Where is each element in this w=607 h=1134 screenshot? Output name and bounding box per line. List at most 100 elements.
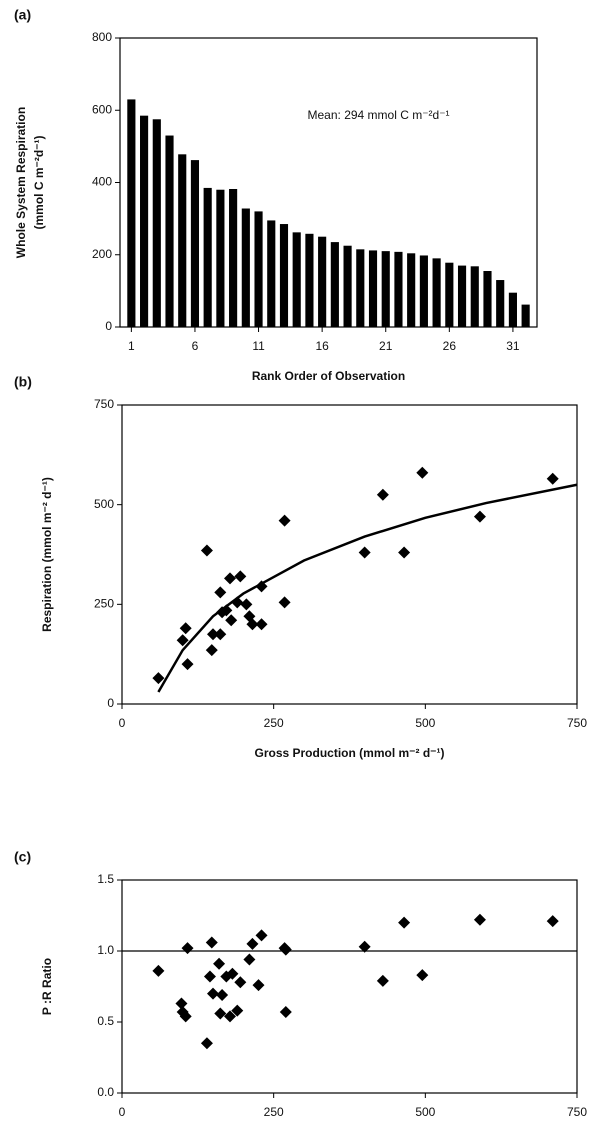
data-point (376, 488, 389, 501)
data-point (398, 916, 411, 929)
data-point (203, 970, 216, 983)
data-point (214, 1007, 227, 1020)
bar (152, 119, 161, 327)
y-tick-label: 0 (107, 696, 114, 710)
bar (343, 245, 352, 327)
x-tick-label: 750 (567, 716, 587, 730)
y-tick-label: 0.0 (97, 1085, 114, 1099)
x-tick-label: 500 (415, 716, 435, 730)
data-point (176, 634, 189, 647)
y-tick-label: 250 (94, 597, 114, 611)
data-point (546, 472, 559, 485)
data-point (279, 943, 292, 956)
data-point (234, 976, 247, 989)
data-point (376, 974, 389, 987)
x-tick-label: 31 (506, 339, 520, 353)
bar (241, 208, 250, 327)
data-point (255, 929, 268, 942)
y-tick-label: 800 (92, 30, 112, 44)
bar (419, 255, 428, 327)
y-axis-label: P :R Ratio (40, 958, 54, 1015)
fit-curve (157, 483, 578, 693)
bar (140, 115, 149, 327)
data-point (255, 618, 268, 631)
x-tick-label: 0 (119, 1105, 126, 1119)
data-point (358, 546, 371, 559)
data-point (231, 596, 244, 609)
bar (470, 266, 479, 327)
x-tick-label: 250 (264, 716, 284, 730)
data-point (216, 989, 229, 1002)
data-point (181, 658, 194, 671)
data-point (234, 570, 247, 583)
data-point (278, 514, 291, 527)
data-point (213, 957, 226, 970)
data-point (231, 1004, 244, 1017)
data-point (205, 936, 218, 949)
bar (203, 187, 212, 327)
data-point (152, 672, 165, 685)
x-tick-label: 16 (315, 339, 329, 353)
y-tick-label: 1.5 (97, 872, 114, 886)
y-tick-label: 750 (94, 397, 114, 411)
bar (178, 154, 187, 327)
x-tick-label: 750 (567, 1105, 587, 1119)
data-point (246, 937, 259, 950)
data-point (226, 967, 239, 980)
y-tick-label: 0.5 (97, 1014, 114, 1028)
data-point (240, 598, 253, 611)
y-tick-label: 500 (94, 497, 114, 511)
y-tick-label: 200 (92, 247, 112, 261)
data-point (179, 622, 192, 635)
bar (305, 233, 314, 327)
bar (318, 236, 327, 327)
x-tick-label: 21 (379, 339, 393, 353)
data-point (473, 913, 486, 926)
bar (483, 271, 492, 327)
bar (127, 99, 136, 327)
y-tick-label: 1.0 (97, 943, 114, 957)
x-tick-label: 6 (192, 339, 199, 353)
x-tick-label: 250 (264, 1105, 284, 1119)
data-point (546, 915, 559, 928)
data-point (398, 546, 411, 559)
data-point (207, 987, 219, 1000)
x-tick-label: 0 (119, 716, 126, 730)
data-point (223, 572, 236, 585)
data-point (207, 628, 219, 641)
data-point (214, 628, 227, 641)
data-point (200, 1037, 213, 1050)
panel-label: (c) (14, 849, 31, 865)
data-point (416, 969, 429, 982)
x-tick-label: 11 (252, 339, 265, 353)
bar (407, 253, 416, 327)
x-axis-label: Gross Production (mmol m⁻² d⁻¹) (254, 746, 444, 760)
bar (279, 224, 289, 327)
data-point (152, 964, 165, 977)
data-point (473, 510, 486, 523)
bar (229, 189, 238, 327)
bar (496, 280, 505, 327)
data-point (214, 586, 227, 599)
bar (254, 211, 263, 327)
data-point (175, 997, 188, 1010)
data-point (252, 979, 265, 992)
bar (381, 251, 390, 327)
panel-label: (a) (14, 7, 31, 23)
data-point (220, 604, 233, 617)
data-point (181, 942, 194, 955)
data-point (200, 544, 213, 557)
data-point (416, 466, 429, 479)
plot-frame (121, 404, 578, 705)
data-point (255, 580, 268, 593)
y-axis-label: Respiration (mmol m⁻² d⁻¹) (40, 477, 54, 632)
data-point (205, 644, 218, 657)
y-axis-label: Whole System Respiration (14, 107, 28, 258)
bar (508, 292, 517, 327)
bar (432, 258, 441, 327)
data-point (223, 1010, 236, 1023)
bar (394, 251, 403, 327)
data-point (278, 596, 291, 609)
data-point (358, 940, 371, 953)
x-axis-label: Rank Order of Observation (252, 369, 405, 383)
